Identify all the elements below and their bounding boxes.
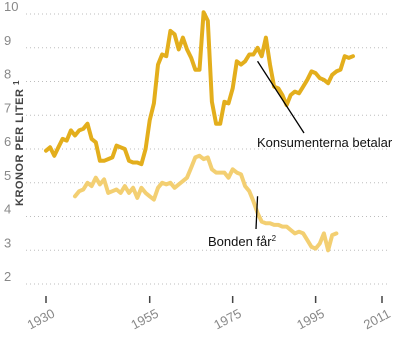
y-tick-label: 3 xyxy=(4,235,11,250)
annotation-leader-konsumenterna xyxy=(257,60,305,134)
series-layer xyxy=(44,10,355,253)
y-tick-label: 9 xyxy=(4,33,11,48)
y-tick-label: 10 xyxy=(4,0,18,14)
y-tick-label: 6 xyxy=(4,134,11,149)
x-tick-label: 1995 xyxy=(294,306,327,333)
y-axis-ticks: 2 3 4 5 6 7 8 9 10 xyxy=(4,0,18,284)
y-tick-label: 7 xyxy=(4,100,11,115)
x-tick-label: 1975 xyxy=(211,306,244,333)
y-axis-label-text: KRONOR PER LITER xyxy=(14,89,26,206)
y-tick-label: 4 xyxy=(4,202,11,217)
annotation-leader-bonden xyxy=(255,196,259,230)
series-line-konsumenterna-betalar xyxy=(44,10,355,167)
y-tick-label: 2 xyxy=(4,269,11,284)
annotation-konsumenterna-betalar: Konsumenterna betalar xyxy=(257,135,393,150)
annotations: Konsumenterna betalar Bonden får2 xyxy=(208,60,393,249)
y-axis-label: KRONOR PER LITER 1 xyxy=(12,80,26,206)
x-tick-label: 1955 xyxy=(128,306,161,333)
annotation-bonden-far-footnote: 2 xyxy=(272,234,277,243)
annotation-bonden-far: Bonden får2 xyxy=(208,234,277,249)
series-line-bonden-far xyxy=(73,153,339,253)
x-axis-ticks: 1930 1955 1975 1995 2011 xyxy=(25,296,393,332)
y-tick-label: 8 xyxy=(4,67,11,82)
annotation-bonden-far-text: Bonden får xyxy=(208,234,272,249)
y-axis-label-footnote: 1 xyxy=(12,80,21,85)
y-tick-label: 5 xyxy=(4,168,11,183)
x-tick-label: 2011 xyxy=(361,306,393,332)
x-tick-label: 1930 xyxy=(25,306,58,333)
